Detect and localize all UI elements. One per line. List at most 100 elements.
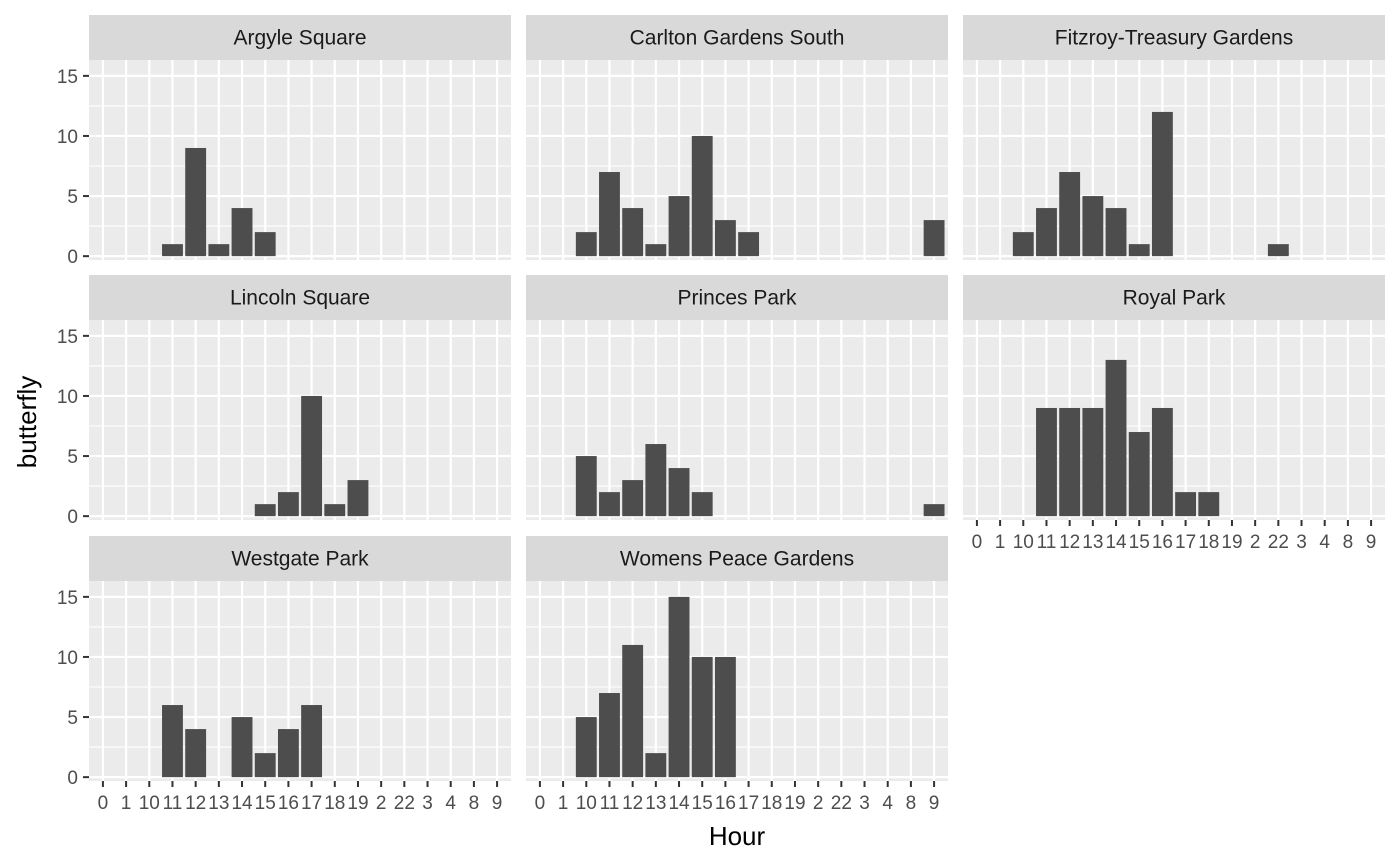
panel-title: Argyle Square	[233, 27, 366, 50]
x-tick-label: 12	[1059, 532, 1080, 553]
facet-panel: Womens Peace Gardens 0 1 10 11 12 13 14 15 16 17 18…	[526, 536, 948, 814]
bar	[668, 596, 690, 778]
y-tick-label: 0	[67, 247, 78, 268]
bar	[185, 147, 207, 257]
bar	[691, 135, 713, 257]
y-tick-label: 5	[67, 447, 78, 468]
x-tick-label: 3	[859, 793, 870, 814]
x-tick-label: 0	[972, 532, 983, 553]
facet-panel: Carlton Gardens South	[526, 15, 948, 260]
bar	[277, 729, 299, 778]
x-tick-label: 10	[139, 793, 160, 814]
facet-panel: Argyle Square 0 5 10 15	[57, 15, 511, 268]
y-tick-label: 10	[57, 387, 78, 408]
bar	[1267, 244, 1289, 257]
x-tick-label: 18	[1198, 532, 1219, 553]
panel-background	[89, 581, 511, 781]
bar	[1175, 492, 1197, 517]
bar	[923, 504, 945, 517]
x-tick-label: 1	[995, 532, 1006, 553]
y-tick-label: 10	[57, 648, 78, 669]
panel-background	[89, 320, 511, 520]
bar	[1082, 407, 1104, 517]
panel-strip	[526, 275, 948, 320]
x-tick-label: 11	[600, 793, 620, 814]
panel-strip	[963, 275, 1385, 320]
x-tick-label: 8	[469, 793, 480, 814]
panel-strip	[89, 15, 511, 60]
panel-background	[526, 60, 948, 260]
bar	[254, 504, 276, 517]
x-tick-label: 0	[98, 793, 109, 814]
bar	[691, 656, 713, 778]
x-tick-label: 0	[535, 793, 546, 814]
x-tick-label: 22	[831, 793, 852, 814]
x-tick-label: 11	[1037, 532, 1057, 553]
panel-strip	[89, 275, 511, 320]
x-tick-label: 15	[692, 793, 713, 814]
bar	[668, 196, 690, 257]
y-tick-label: 5	[67, 708, 78, 729]
x-axis-title: Hour	[709, 821, 766, 851]
x-tick-label: 9	[1366, 532, 1377, 553]
bar	[231, 208, 253, 257]
bar	[1012, 232, 1034, 257]
bar	[347, 480, 369, 517]
x-tick-label: 17	[301, 793, 322, 814]
x-tick-label: 10	[1013, 532, 1034, 553]
x-tick-label: 2	[376, 793, 387, 814]
bar	[162, 244, 183, 257]
x-tick-label: 8	[906, 793, 917, 814]
x-tick-label: 13	[1082, 532, 1103, 553]
bar	[1082, 196, 1104, 257]
x-tick-label: 13	[645, 793, 666, 814]
x-tick-label: 15	[1129, 532, 1150, 553]
x-tick-label: 14	[1105, 532, 1127, 553]
panel-title: Carlton Gardens South	[630, 27, 845, 50]
x-tick-label: 22	[394, 793, 415, 814]
x-tick-label: 1	[121, 793, 132, 814]
y-axis-title: butterfly	[12, 376, 42, 469]
panel-title: Fitzroy-Treasury Gardens	[1055, 27, 1293, 50]
x-tick-label: 3	[1296, 532, 1307, 553]
bar	[738, 232, 760, 257]
x-tick-label: 12	[622, 793, 643, 814]
x-tick-label: 16	[715, 793, 736, 814]
panel-title: Westgate Park	[231, 548, 369, 571]
x-tick-label: 13	[208, 793, 229, 814]
y-tick-label: 5	[67, 187, 78, 208]
x-tick-label: 4	[1319, 532, 1330, 553]
bar	[1151, 111, 1173, 257]
y-tick-label: 0	[67, 507, 78, 528]
x-tick-label: 14	[668, 793, 690, 814]
x-tick-label: 19	[784, 793, 805, 814]
panel-title: Womens Peace Gardens	[620, 548, 854, 571]
x-tick-label: 22	[1268, 532, 1289, 553]
bar	[599, 693, 620, 778]
x-tick-label: 4	[882, 793, 893, 814]
facet-panel: Fitzroy-Treasury Gardens	[963, 15, 1385, 260]
bar	[575, 717, 597, 778]
bar	[301, 395, 323, 517]
y-tick-label: 15	[57, 588, 78, 609]
bar	[923, 220, 945, 257]
x-tick-label: 8	[1343, 532, 1354, 553]
bar	[645, 753, 667, 778]
panel-strip	[963, 15, 1385, 60]
bar	[1036, 208, 1057, 257]
x-tick-label: 14	[231, 793, 253, 814]
x-tick-label: 11	[163, 793, 183, 814]
panel-title: Lincoln Square	[230, 287, 370, 310]
bar	[277, 492, 299, 517]
y-tick-label: 0	[67, 768, 78, 789]
bar	[1198, 492, 1220, 517]
x-tick-label: 19	[1221, 532, 1242, 553]
y-tick-label: 15	[57, 67, 78, 88]
x-tick-label: 18	[324, 793, 345, 814]
bar	[622, 208, 644, 257]
bar	[645, 444, 667, 517]
bar	[1105, 208, 1127, 257]
bar	[575, 456, 597, 517]
y-tick-label: 15	[57, 327, 78, 348]
